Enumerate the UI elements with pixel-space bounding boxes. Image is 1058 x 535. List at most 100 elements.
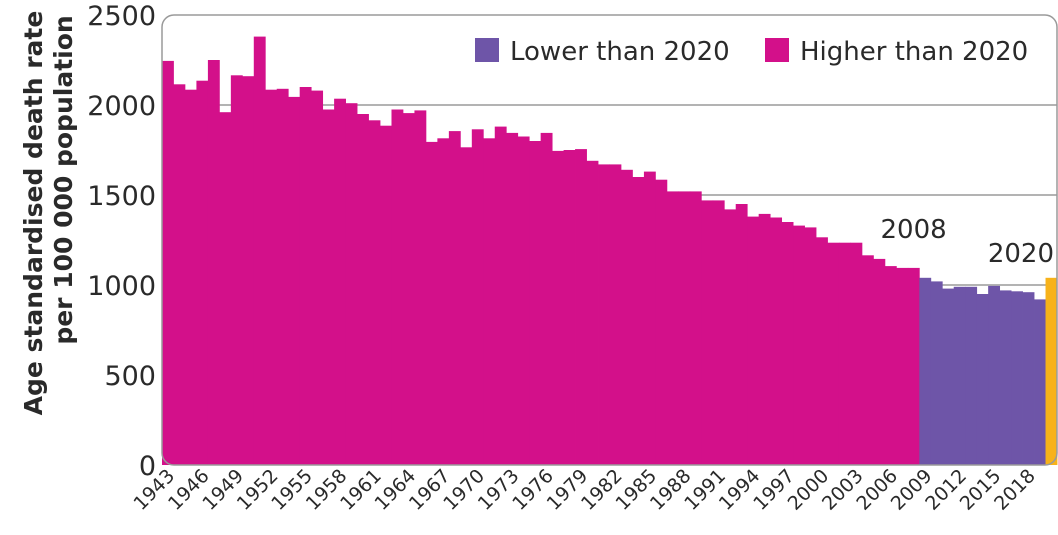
bar-1981	[598, 164, 610, 465]
bar-2008	[907, 267, 920, 465]
bars	[162, 36, 1058, 466]
bar-2009	[919, 277, 932, 465]
bar-1971	[483, 138, 496, 466]
bar-1988	[678, 191, 691, 465]
bar-1956	[311, 90, 324, 465]
y-tick-label: 2000	[87, 91, 156, 122]
bar-1999	[804, 227, 817, 465]
y-tick-label: 0	[139, 451, 156, 482]
bar-1972	[494, 126, 507, 465]
bar-1984	[632, 177, 645, 465]
y-axis-label-line2: per 100 000 population	[49, 15, 78, 344]
bar-2001	[827, 242, 840, 465]
bar-2003	[850, 242, 863, 465]
bar-2005	[873, 258, 886, 465]
bar-1954	[288, 96, 301, 466]
legend-label-higher: Higher than 2020	[800, 37, 1028, 67]
y-axis-label-line1: Age standardised death rate	[19, 11, 48, 416]
bar-1987	[666, 191, 679, 465]
bar-1977	[552, 150, 564, 465]
bar-1974	[517, 136, 530, 465]
bar-2018	[1022, 292, 1035, 465]
bar-1969	[460, 147, 473, 466]
bar-1990	[701, 200, 714, 465]
bar-1945	[184, 89, 197, 465]
bar-1996	[770, 217, 783, 465]
bar-1995	[758, 213, 771, 465]
bar-1982	[609, 164, 622, 465]
bar-1976	[540, 132, 553, 465]
bar-1966	[425, 141, 438, 465]
y-tick-label: 1500	[87, 181, 156, 212]
bar-2020	[1045, 277, 1058, 465]
y-tick-label: 2500	[87, 1, 156, 32]
bar-1948	[219, 112, 232, 465]
bar-2015	[988, 285, 1001, 465]
bar-1992	[724, 209, 737, 465]
bar-1962	[380, 125, 392, 465]
legend-swatch-lower	[475, 38, 499, 62]
bar-1964	[402, 113, 415, 465]
bar-2002	[838, 242, 851, 465]
bar-2011	[942, 288, 955, 465]
bar-1952	[265, 89, 278, 465]
bar-2004	[861, 255, 874, 465]
bar-1983	[620, 169, 633, 466]
bar-1949	[230, 75, 243, 466]
bar-1997	[781, 222, 794, 465]
bar-1989	[689, 191, 702, 465]
bar-1950	[242, 76, 255, 465]
x-axis-ticks: 1943194619491952195519581961196419671970…	[129, 465, 1039, 515]
bar-1951	[253, 36, 266, 465]
bar-1967	[437, 138, 450, 466]
bar-1991	[712, 200, 725, 465]
annotation-2020: 2020	[988, 239, 1054, 269]
bar-1961	[368, 120, 381, 466]
bar-1943	[162, 60, 174, 466]
bar-1973	[506, 132, 519, 465]
bar-2014	[976, 294, 989, 465]
bar-1963	[391, 109, 404, 465]
y-tick-label: 500	[104, 361, 156, 392]
bar-2010	[930, 281, 943, 465]
x-tick-label: 2018	[990, 465, 1040, 515]
bar-2017	[1011, 291, 1023, 465]
legend-label-lower: Lower than 2020	[510, 37, 730, 67]
bar-1986	[655, 179, 668, 465]
bar-1980	[586, 160, 599, 466]
bar-1946	[196, 80, 209, 465]
bar-1965	[414, 110, 427, 466]
bar-2019	[1034, 299, 1046, 465]
bar-1978	[563, 150, 576, 465]
bar-2000	[816, 237, 828, 465]
bar-2007	[896, 267, 909, 465]
legend-swatch-higher	[765, 38, 789, 62]
bar-1953	[276, 88, 289, 466]
bar-1975	[529, 141, 542, 465]
bar-1944	[173, 84, 186, 466]
bar-1979	[575, 149, 587, 465]
bar-1958	[334, 98, 346, 465]
bar-1960	[357, 114, 369, 465]
bar-1993	[735, 204, 748, 465]
y-tick-label: 1000	[87, 271, 156, 302]
bar-1998	[793, 225, 805, 465]
bar-1955	[299, 87, 312, 465]
bar-1959	[345, 103, 358, 465]
legend: Lower than 2020 Higher than 2020	[475, 37, 1028, 67]
bar-1968	[448, 131, 461, 465]
bar-2006	[884, 266, 897, 465]
bar-1957	[322, 109, 335, 465]
bar-2013	[965, 286, 978, 465]
bar-1985	[643, 171, 656, 465]
y-axis-ticks: 0 500 1000 1500 2000 2500	[87, 1, 156, 482]
bar-2012	[953, 286, 966, 465]
y-axis-label: Age standardised death rate per 100 000 …	[19, 11, 78, 416]
bar-1994	[747, 216, 760, 465]
bar-2016	[999, 290, 1012, 465]
bar-1970	[471, 129, 484, 466]
bar-1947	[207, 60, 220, 465]
annotation-2008: 2008	[881, 215, 947, 245]
plot-frame	[161, 14, 1058, 466]
